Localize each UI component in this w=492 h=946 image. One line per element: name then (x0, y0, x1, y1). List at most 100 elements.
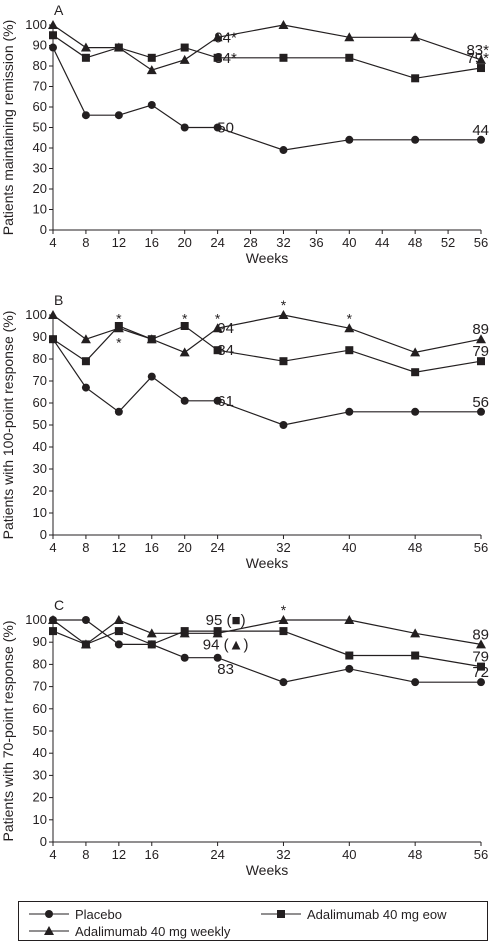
x-tick-label: 48 (408, 540, 422, 555)
data-point-placebo (81, 616, 90, 624)
data-point-weekly (344, 32, 355, 42)
data-point-placebo (345, 135, 354, 144)
data-point-weekly (179, 54, 190, 64)
data-point-placebo (81, 111, 90, 120)
data-point-weekly (476, 334, 486, 344)
x-tick-label: 48 (408, 847, 422, 862)
x-tick-label: 8 (82, 235, 89, 250)
data-point-eow (180, 322, 189, 330)
x-tick-label: 32 (276, 235, 290, 250)
data-point-placebo (411, 678, 420, 687)
data-annotation: * (281, 602, 287, 618)
series-line-eow (52, 630, 482, 668)
y-tick-label: 100 (25, 17, 47, 32)
data-point-eow (411, 651, 420, 660)
x-tick-label: 36 (309, 235, 323, 250)
data-annotation: 61 (217, 393, 234, 410)
data-point-eow (477, 357, 485, 366)
y-tick-label: 20 (33, 181, 47, 196)
data-point-placebo (213, 123, 222, 132)
data-point-placebo (477, 135, 485, 144)
data-point-eow (81, 357, 90, 366)
x-tick-label: 20 (177, 235, 191, 250)
x-tick-label: 24 (210, 540, 224, 555)
data-annotation: 94* (214, 29, 237, 46)
data-annotation: 89 (472, 321, 489, 338)
x-tick-label: 56 (474, 235, 488, 250)
data-point-placebo (279, 678, 288, 687)
x-tick-label: 12 (112, 847, 126, 862)
data-point-weekly (179, 628, 190, 638)
x-tick-label: 4 (49, 235, 56, 250)
x-tick-label: 56 (474, 847, 488, 862)
data-annotation: * (347, 310, 353, 326)
y-tick-label: 50 (33, 723, 47, 738)
x-tick-label: 32 (276, 540, 290, 555)
x-tick-label: 8 (82, 540, 89, 555)
y-tick-label: 90 (33, 38, 47, 53)
data-point-weekly (80, 334, 91, 344)
y-tick-label: 40 (33, 439, 47, 454)
panel-label: A (54, 2, 64, 18)
data-point-eow (49, 627, 57, 636)
series-line-eow (52, 325, 482, 373)
data-point-placebo (345, 664, 354, 673)
panel-label: B (54, 292, 63, 308)
data-point-weekly (48, 20, 58, 29)
data-point-eow (411, 74, 420, 83)
y-axis-title: Patients with 70-point response (%) (0, 621, 16, 842)
x-tick-label: 44 (375, 235, 389, 250)
data-point-weekly (410, 32, 421, 42)
data-annotation: 79 (472, 649, 489, 666)
legend-label-placebo: Placebo (75, 906, 122, 922)
data-point-weekly (146, 628, 157, 638)
data-point-placebo (477, 678, 485, 687)
x-tick-label: 16 (145, 540, 159, 555)
data-point-eow (345, 53, 354, 62)
x-tick-label: 28 (243, 235, 257, 250)
y-axis-title: Patients with 100-point response (%) (0, 311, 16, 540)
y-tick-label: 60 (33, 701, 47, 716)
data-point-placebo (411, 407, 420, 416)
y-tick-label: 30 (33, 161, 47, 176)
data-point-eow (49, 31, 57, 40)
data-point-placebo (477, 407, 485, 416)
y-tick-label: 100 (25, 307, 47, 322)
y-tick-label: 0 (40, 834, 47, 849)
data-point-placebo (279, 146, 288, 155)
data-annotation: * (215, 310, 221, 326)
data-point-weekly (344, 323, 355, 333)
data-point-eow (81, 53, 90, 62)
data-point-placebo (213, 653, 222, 662)
data-point-eow (114, 627, 123, 636)
data-point-eow (180, 43, 189, 52)
y-tick-label: 70 (33, 373, 47, 388)
x-tick-label: 24 (210, 847, 224, 862)
legend: Placebo Adalimumab 40 mg eow Adalimumab … (18, 901, 488, 941)
data-point-eow (279, 357, 288, 366)
square-marker-icon (261, 910, 301, 918)
data-point-eow (345, 651, 354, 660)
data-annotation: 50 (217, 120, 234, 137)
data-point-weekly (278, 20, 289, 29)
x-tick-label: 12 (112, 540, 126, 555)
data-point-weekly (212, 32, 223, 42)
data-annotation: 94 (▲) (203, 636, 249, 653)
data-point-weekly (80, 42, 91, 52)
data-point-eow (345, 346, 354, 355)
x-tick-label: 4 (49, 847, 56, 862)
y-tick-label: 80 (33, 656, 47, 671)
data-point-placebo (49, 43, 57, 52)
triangle-marker-icon (29, 926, 69, 935)
y-tick-label: 40 (33, 745, 47, 760)
data-annotation: 84 (217, 342, 234, 359)
data-point-placebo (411, 135, 420, 144)
x-tick-label: 52 (441, 235, 455, 250)
x-tick-label: 24 (210, 235, 224, 250)
y-tick-label: 90 (33, 634, 47, 649)
x-tick-label: 20 (177, 540, 191, 555)
data-point-eow (477, 64, 485, 73)
y-tick-label: 60 (33, 395, 47, 410)
y-tick-label: 70 (33, 79, 47, 94)
